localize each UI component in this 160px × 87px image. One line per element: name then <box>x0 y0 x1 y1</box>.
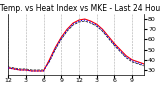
Title: Mil. Temp. vs Heat Index vs MKE - Last 24 Hours: Mil. Temp. vs Heat Index vs MKE - Last 2… <box>0 4 160 13</box>
